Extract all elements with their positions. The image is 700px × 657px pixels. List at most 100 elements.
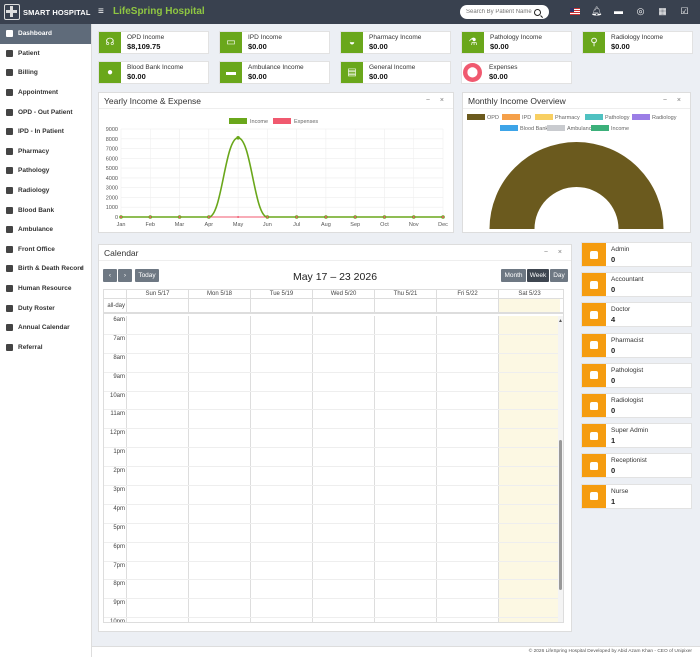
time-slot[interactable] <box>498 372 560 391</box>
income-card-blood-bank-income[interactable]: ● Blood Bank Income $0.00 <box>98 61 209 84</box>
time-slot[interactable] <box>436 561 498 580</box>
time-slot[interactable] <box>436 410 498 429</box>
time-slot[interactable] <box>374 580 436 599</box>
panel-controls[interactable]: − × <box>425 97 448 104</box>
sidebar-item-pathology[interactable]: Pathology <box>0 161 91 181</box>
time-slot[interactable] <box>126 429 188 448</box>
time-slot[interactable] <box>374 429 436 448</box>
time-slot[interactable] <box>126 467 188 486</box>
time-slot[interactable] <box>312 429 374 448</box>
time-slot[interactable] <box>374 618 436 622</box>
allday-cell[interactable] <box>374 299 436 312</box>
time-slot[interactable] <box>374 334 436 353</box>
sidebar-item-front-office[interactable]: Front Office <box>0 240 91 260</box>
sidebar-item-opd-out-patient[interactable]: OPD - Out Patient <box>0 102 91 122</box>
time-slot[interactable] <box>436 504 498 523</box>
income-card-radiology-income[interactable]: ⚲ Radiology Income $0.00 <box>582 31 693 54</box>
time-slot[interactable] <box>250 486 312 504</box>
time-slot[interactable] <box>498 486 560 504</box>
day-header[interactable]: Mon 5/18 <box>188 290 250 298</box>
time-slot[interactable] <box>374 467 436 486</box>
income-card-opd-income[interactable]: ☊ OPD Income $8,109.75 <box>98 31 209 54</box>
today-button[interactable]: Today <box>135 269 159 282</box>
time-slot[interactable] <box>436 580 498 599</box>
time-slot[interactable] <box>312 316 374 334</box>
time-slot[interactable] <box>312 523 374 542</box>
sidebar-item-blood-bank[interactable]: Blood Bank <box>0 200 91 220</box>
time-slot[interactable] <box>126 334 188 353</box>
income-card-general-income[interactable]: ▤ General Income $0.00 <box>340 61 451 84</box>
time-slot[interactable] <box>312 561 374 580</box>
time-slot[interactable] <box>188 580 250 599</box>
time-slot[interactable] <box>250 316 312 334</box>
role-card-pharmacist[interactable]: Pharmacist 0 <box>581 332 692 358</box>
sidebar-item-ipd-in-patient[interactable]: IPD - In Patient <box>0 122 91 142</box>
time-slot[interactable] <box>436 353 498 372</box>
day-header[interactable]: Wed 5/20 <box>312 290 374 298</box>
time-slot[interactable] <box>126 580 188 599</box>
time-slot[interactable] <box>312 353 374 372</box>
time-slot[interactable] <box>374 504 436 523</box>
time-slot[interactable] <box>250 334 312 353</box>
role-card-admin[interactable]: Admin 0 <box>581 242 692 267</box>
allday-cell[interactable] <box>498 299 560 312</box>
time-slot[interactable] <box>312 448 374 467</box>
time-slot[interactable] <box>250 580 312 599</box>
day-view-button[interactable]: Day <box>550 269 568 282</box>
time-slot[interactable] <box>498 580 560 599</box>
sidebar-item-radiology[interactable]: Radiology <box>0 181 91 201</box>
panel-controls[interactable]: − × <box>543 249 566 256</box>
role-card-radiologist[interactable]: Radiologist 0 <box>581 393 692 418</box>
sidebar-item-duty-roster[interactable]: Duty Roster <box>0 298 91 318</box>
month-view-button[interactable]: Month <box>501 269 526 282</box>
time-slot[interactable] <box>188 372 250 391</box>
time-slot[interactable] <box>436 599 498 618</box>
day-header[interactable]: Sat 5/23 <box>498 290 560 298</box>
time-slot[interactable] <box>498 542 560 561</box>
time-slot[interactable] <box>498 429 560 448</box>
time-slot[interactable] <box>436 542 498 561</box>
time-slot[interactable] <box>436 618 498 622</box>
time-slot[interactable] <box>498 523 560 542</box>
time-slot[interactable] <box>436 372 498 391</box>
time-slot[interactable] <box>498 561 560 580</box>
time-slot[interactable] <box>126 372 188 391</box>
day-header[interactable]: Tue 5/19 <box>250 290 312 298</box>
time-slot[interactable] <box>126 523 188 542</box>
time-slot[interactable] <box>188 391 250 410</box>
time-slot[interactable] <box>312 410 374 429</box>
time-slot[interactable] <box>188 504 250 523</box>
sidebar-item-pharmacy[interactable]: Pharmacy <box>0 142 91 162</box>
time-slot[interactable] <box>312 542 374 561</box>
time-slot[interactable] <box>374 353 436 372</box>
time-slot[interactable] <box>188 467 250 486</box>
scroll-up-icon[interactable]: ▲ <box>558 318 563 324</box>
role-card-receptionist[interactable]: Receptionist 0 <box>581 453 692 479</box>
time-slot[interactable] <box>126 599 188 618</box>
time-slot[interactable] <box>250 410 312 429</box>
time-slot[interactable] <box>250 467 312 486</box>
next-button[interactable]: › <box>118 269 132 282</box>
sidebar-item-billing[interactable]: Billing <box>0 63 91 83</box>
sidebar-item-dashboard[interactable]: Dashboard <box>0 24 91 44</box>
sidebar-item-birth-death-record[interactable]: Birth & Death Record ‹ <box>0 259 91 279</box>
time-slot[interactable] <box>312 580 374 599</box>
time-slot[interactable] <box>374 391 436 410</box>
time-slot[interactable] <box>250 391 312 410</box>
role-card-doctor[interactable]: Doctor 4 <box>581 302 692 328</box>
time-slot[interactable] <box>498 618 560 622</box>
time-slot[interactable] <box>498 316 560 334</box>
time-slot[interactable] <box>374 316 436 334</box>
day-header[interactable]: Sun 5/17 <box>126 290 188 298</box>
time-slot[interactable] <box>188 618 250 622</box>
time-slot[interactable] <box>188 486 250 504</box>
time-slot[interactable] <box>250 618 312 622</box>
time-slot[interactable] <box>436 523 498 542</box>
scrollbar-thumb[interactable] <box>559 440 562 590</box>
time-slot[interactable] <box>126 448 188 467</box>
sidebar-item-annual-calendar[interactable]: Annual Calendar <box>0 318 91 338</box>
time-slot[interactable] <box>498 410 560 429</box>
time-slot[interactable] <box>188 599 250 618</box>
role-card-super-admin[interactable]: Super Admin 1 <box>581 423 692 449</box>
time-slot[interactable] <box>250 542 312 561</box>
